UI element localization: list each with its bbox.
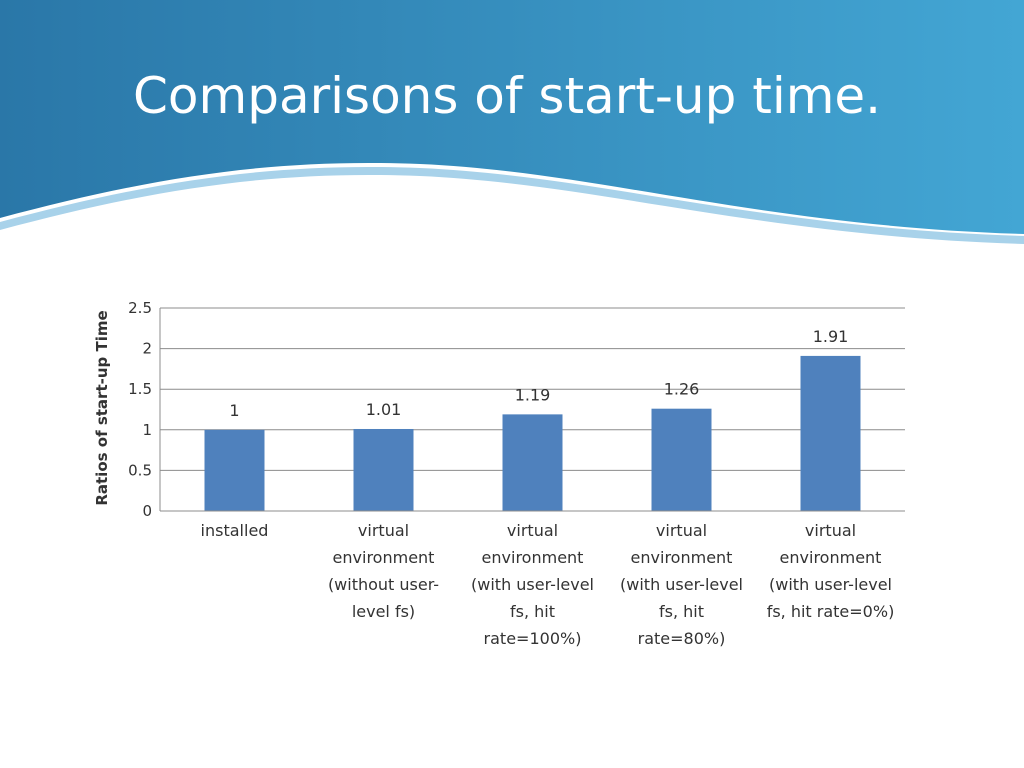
banner-light-edge <box>0 166 1024 244</box>
category-label: environment <box>780 548 882 567</box>
bar <box>502 414 563 511</box>
data-labels: 1 1.01 1.19 1.26 1.91 <box>229 327 848 420</box>
banner-fill <box>0 0 1024 234</box>
data-label: 1.26 <box>664 380 700 399</box>
y-tick-label: 0.5 <box>128 461 152 479</box>
data-label: 1.01 <box>366 400 402 419</box>
title-banner <box>0 0 1024 244</box>
category-label: environment <box>333 548 435 567</box>
category-label: fs, hit rate=0%) <box>767 602 895 621</box>
data-label: 1 <box>229 401 239 420</box>
y-axis-title: Ratios of start-up Time <box>93 310 111 505</box>
category-label: installed <box>201 521 269 540</box>
category-labels: installed virtual environment (without user… <box>201 521 895 648</box>
category-label: (with user-level <box>471 575 594 594</box>
y-tick-labels: 0 0.5 1 1.5 2 2.5 <box>128 299 152 520</box>
category-label: virtual <box>805 521 856 540</box>
category-label: environment <box>482 548 584 567</box>
bar <box>204 429 265 511</box>
y-tick-label: 1.5 <box>128 380 152 398</box>
category-label: (with user-level <box>769 575 892 594</box>
bar <box>353 428 414 511</box>
category-label: environment <box>631 548 733 567</box>
category-label: rate=80%) <box>638 629 726 648</box>
category-label: (without user- <box>328 575 439 594</box>
y-tick-label: 2.5 <box>128 299 152 317</box>
y-tick-label: 1 <box>142 421 152 439</box>
category-label: rate=100%) <box>484 629 582 648</box>
data-label: 1.19 <box>515 385 551 404</box>
category-label: (with user-level <box>620 575 743 594</box>
category-label: virtual <box>507 521 558 540</box>
category-label: fs, hit <box>510 602 555 621</box>
bar-chart: 0 0.5 1 1.5 2 2.5 1 1.01 1.19 1.26 1.91 installed… <box>93 299 905 648</box>
bars <box>204 355 861 511</box>
data-label: 1.91 <box>813 327 849 346</box>
y-tick-label: 0 <box>142 502 152 520</box>
category-label: virtual <box>358 521 409 540</box>
category-label: virtual <box>656 521 707 540</box>
slide-title: Comparisons of start-up time. <box>133 67 882 125</box>
category-label: fs, hit <box>659 602 704 621</box>
category-label: level fs) <box>352 602 415 621</box>
bar <box>651 408 712 511</box>
y-tick-label: 2 <box>142 340 152 358</box>
bar <box>800 355 861 511</box>
